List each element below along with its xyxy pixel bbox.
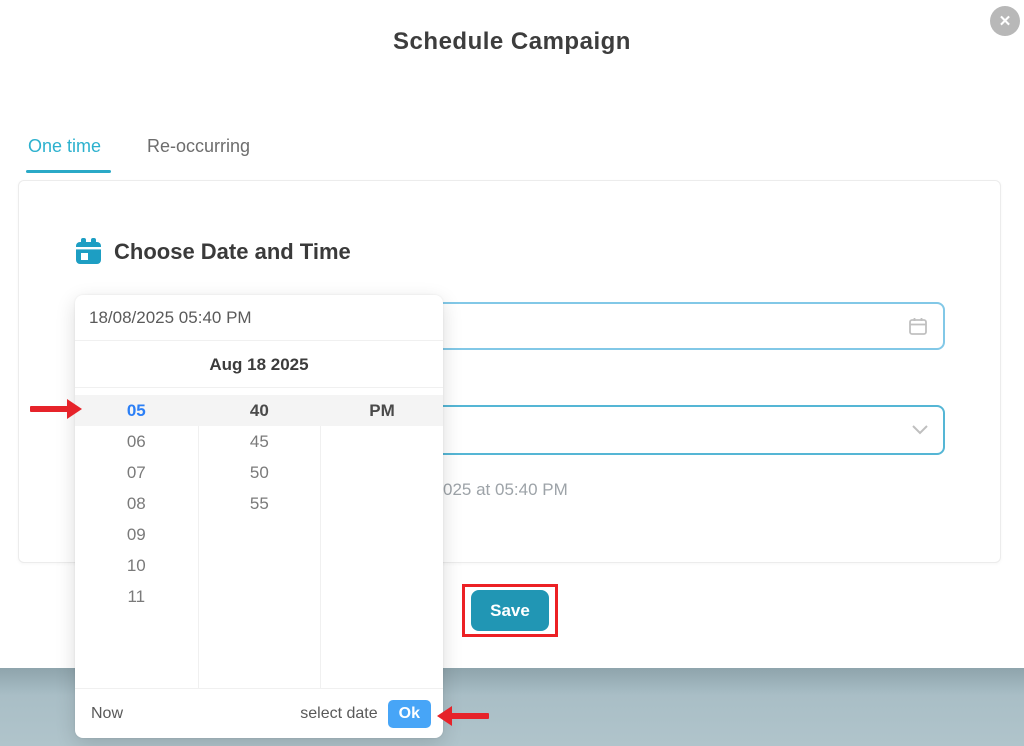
annotation-arrow-ok xyxy=(437,706,489,726)
close-icon[interactable]: ✕ xyxy=(990,6,1020,36)
picker-time-columns: 05 06 07 08 09 10 11 40 45 50 55 PM xyxy=(75,388,443,688)
minute-option[interactable]: 55 xyxy=(249,494,269,513)
hour-option[interactable]: 09 xyxy=(126,525,146,544)
now-link[interactable]: Now xyxy=(91,704,124,722)
annotation-arrow-hour xyxy=(30,399,82,419)
minute-option[interactable]: 50 xyxy=(249,463,269,482)
scheduled-summary-text: 025 at 05:40 PM xyxy=(443,480,568,499)
selected-time-row-highlight xyxy=(75,395,443,426)
hour-option[interactable]: 05 xyxy=(126,401,146,420)
picker-footer: Now select date Ok xyxy=(75,688,443,738)
picker-date-header: Aug 18 2025 xyxy=(75,341,443,388)
active-tab-underline xyxy=(26,170,111,173)
hour-option[interactable]: 06 xyxy=(126,432,146,451)
datetime-picker-popup: 18/08/2025 05:40 PM Aug 18 2025 05 06 07… xyxy=(75,295,443,738)
select-date-label: select date xyxy=(300,704,378,722)
hour-column: 05 06 07 08 09 10 11 xyxy=(75,395,198,688)
calendar-icon xyxy=(75,238,102,265)
hour-option[interactable]: 11 xyxy=(127,587,146,606)
minute-column: 40 45 50 55 xyxy=(197,395,321,688)
hour-option[interactable]: 08 xyxy=(126,494,146,513)
page-title: Schedule Campaign xyxy=(393,28,631,55)
chevron-down-icon xyxy=(911,424,929,436)
period-option[interactable]: PM xyxy=(369,401,395,420)
schedule-tabs: One time Re-occurring xyxy=(28,136,250,157)
choose-datetime-heading: Choose Date and Time xyxy=(75,238,351,265)
choose-datetime-label: Choose Date and Time xyxy=(114,238,351,264)
period-column: PM xyxy=(320,395,443,688)
minute-option[interactable]: 40 xyxy=(249,401,269,420)
annotation-box-save xyxy=(462,584,558,637)
calendar-input-icon xyxy=(907,315,929,337)
hour-option[interactable]: 10 xyxy=(126,556,146,575)
tab-re-occurring[interactable]: Re-occurring xyxy=(147,136,251,156)
hour-option[interactable]: 07 xyxy=(126,463,146,482)
minute-option[interactable]: 45 xyxy=(249,432,269,451)
tab-one-time[interactable]: One time xyxy=(28,136,102,156)
save-button[interactable]: Save xyxy=(471,590,549,631)
ok-button[interactable]: Ok xyxy=(387,699,431,728)
picker-datetime-value[interactable]: 18/08/2025 05:40 PM xyxy=(75,295,443,341)
